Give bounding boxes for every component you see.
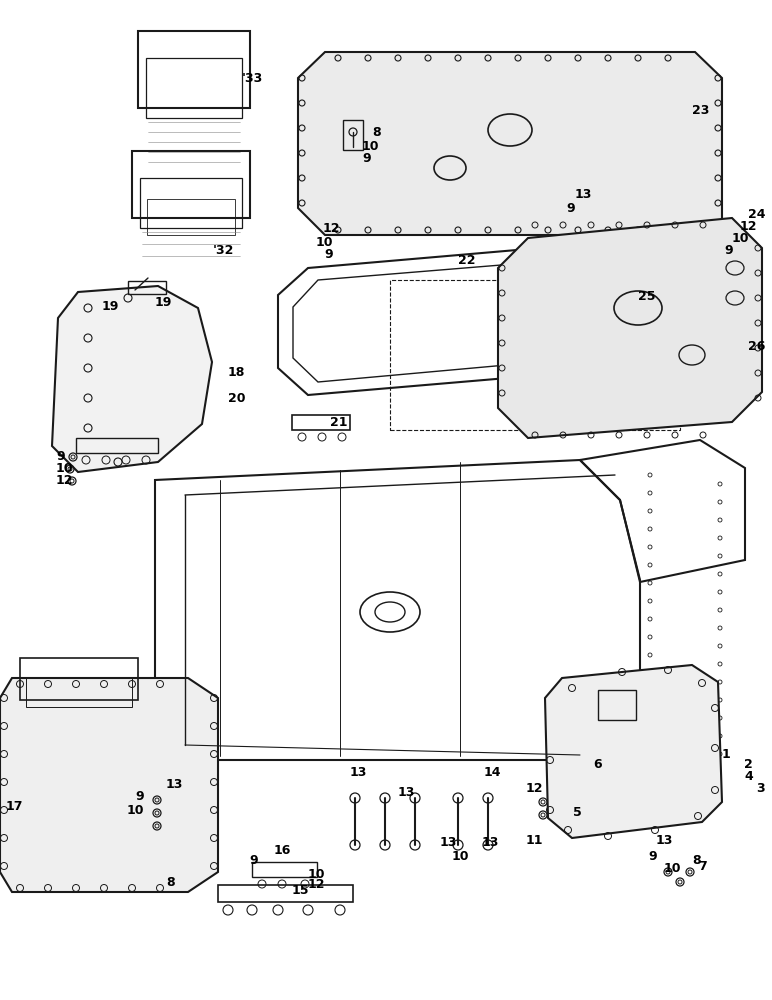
Text: 10: 10	[316, 235, 333, 248]
Text: 12: 12	[740, 220, 757, 232]
Text: 10: 10	[127, 804, 144, 816]
Polygon shape	[298, 52, 722, 235]
Text: 19: 19	[102, 300, 120, 312]
Polygon shape	[0, 678, 218, 892]
Text: 12: 12	[323, 222, 340, 234]
Text: 13: 13	[166, 778, 184, 790]
Text: 23: 23	[692, 104, 709, 116]
Text: 13: 13	[350, 766, 367, 778]
Text: 12: 12	[526, 782, 543, 794]
Text: 14: 14	[484, 766, 502, 778]
Text: 2: 2	[744, 758, 753, 770]
Bar	[146, 58, 242, 118]
Text: 17: 17	[6, 800, 23, 812]
Text: 9: 9	[135, 790, 144, 802]
Text: 10: 10	[664, 861, 682, 874]
Text: 16: 16	[274, 844, 291, 856]
Text: 22: 22	[458, 253, 476, 266]
Bar	[292, 415, 350, 430]
Polygon shape	[52, 286, 212, 472]
Text: 7: 7	[698, 859, 706, 872]
Text: 24: 24	[748, 208, 766, 221]
Text: 10: 10	[308, 867, 326, 880]
Text: 13: 13	[575, 188, 592, 202]
Bar	[252, 862, 317, 877]
Text: 13: 13	[398, 786, 415, 798]
Text: 12: 12	[308, 878, 326, 890]
Text: 8: 8	[372, 126, 381, 139]
Bar	[20, 658, 138, 700]
Text: 20: 20	[228, 391, 245, 404]
Text: '32: '32	[213, 243, 235, 256]
Text: 10: 10	[732, 232, 750, 244]
Text: 12: 12	[56, 474, 73, 487]
Bar	[26, 677, 132, 707]
Bar	[218, 885, 353, 902]
Text: 19: 19	[155, 296, 172, 308]
Text: 9: 9	[249, 854, 258, 866]
Text: 10: 10	[362, 139, 380, 152]
Polygon shape	[545, 665, 722, 838]
Text: 9: 9	[724, 243, 733, 256]
Text: 25: 25	[638, 290, 655, 302]
Text: 8: 8	[692, 854, 701, 866]
Text: 9: 9	[566, 202, 574, 215]
Text: 26: 26	[748, 340, 765, 353]
Text: 1: 1	[722, 748, 731, 762]
Text: 21: 21	[330, 416, 347, 428]
Bar	[147, 199, 235, 235]
Text: 10: 10	[56, 462, 73, 475]
Text: 13: 13	[482, 836, 499, 848]
Bar	[132, 151, 250, 218]
Text: 5: 5	[573, 806, 582, 818]
Text: 10: 10	[452, 850, 469, 862]
Text: 9: 9	[362, 151, 371, 164]
Polygon shape	[498, 218, 762, 438]
Bar	[390, 280, 680, 430]
Text: 13: 13	[656, 834, 673, 848]
Text: 9: 9	[648, 850, 657, 862]
Text: 11: 11	[526, 834, 543, 846]
Bar	[140, 178, 242, 228]
Text: 6: 6	[593, 758, 601, 772]
Bar	[128, 281, 166, 294]
Bar	[343, 120, 363, 150]
Text: 15: 15	[292, 884, 310, 896]
Bar	[76, 438, 158, 453]
Text: 9: 9	[324, 248, 333, 261]
Text: 13: 13	[440, 836, 457, 850]
Text: 8: 8	[166, 876, 174, 888]
Text: 9: 9	[56, 450, 65, 462]
Text: 3: 3	[756, 782, 764, 796]
Bar	[598, 690, 636, 720]
Text: 4: 4	[744, 770, 753, 784]
Text: '33: '33	[242, 72, 263, 85]
Text: 18: 18	[228, 365, 245, 378]
Bar	[138, 31, 250, 108]
